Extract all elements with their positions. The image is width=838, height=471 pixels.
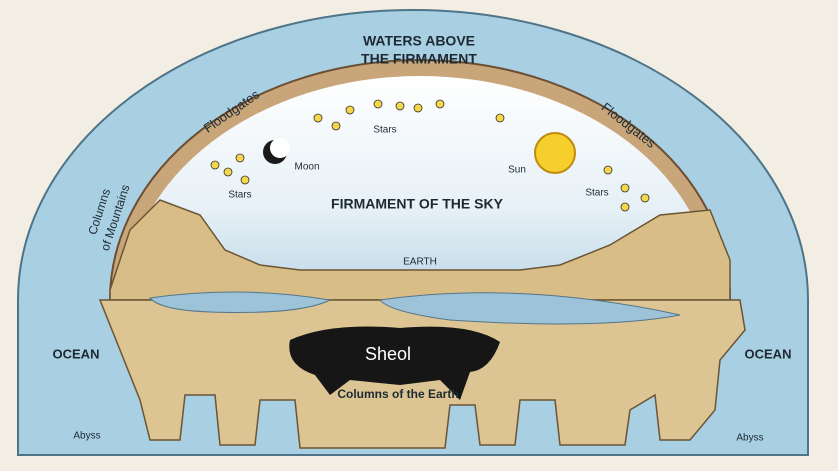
moon-label: Moon [294,162,319,173]
firmament-label: FIRMAMENT OF THE SKY [331,196,504,212]
moon [270,138,290,158]
earth-label: EARTH [403,257,437,268]
ocean-label: OCEAN [745,346,792,361]
sun-label: Sun [508,165,526,176]
abyss-label: Abyss [736,433,763,444]
stars-label: Stars [373,125,396,136]
ocean-label: OCEAN [53,346,100,361]
columns-of-the-earth-label: Columns of the Earth [337,387,458,401]
stars-label: Stars [228,190,251,201]
title: WATERS ABOVE [363,33,475,49]
title: THE FIRMAMENT [361,51,477,67]
sun [535,133,575,173]
cosmology-diagram: WATERS ABOVE THE FIRMAMENT Floodgates Fl… [0,0,838,471]
stars-label: Stars [585,188,608,199]
abyss-label: Abyss [73,431,100,442]
sheol-label: Sheol [365,344,411,364]
page: WATERS ABOVE THE FIRMAMENT Floodgates Fl… [0,0,838,471]
